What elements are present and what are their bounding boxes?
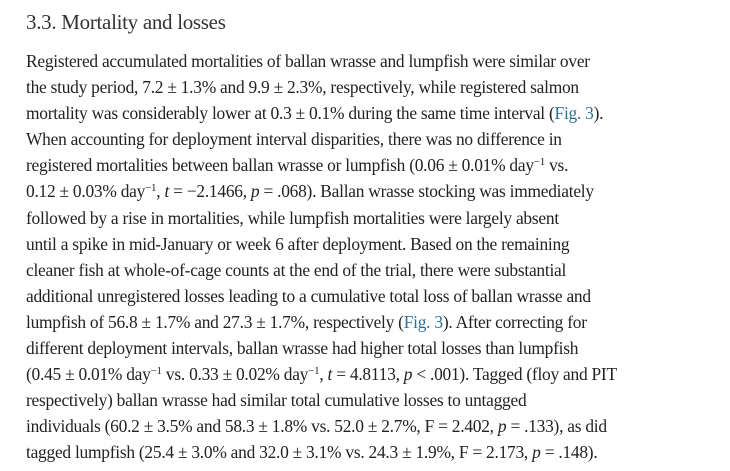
text-run: registered mortalities between ballan wr… bbox=[26, 155, 534, 176]
text-run: followed by a rise in mortalities, while… bbox=[26, 207, 559, 228]
text-run: individuals (60.2 ± 3.5% and 58.3 ± 1.8%… bbox=[26, 416, 498, 437]
text-run: until a spike in mid-January or week 6 a… bbox=[26, 233, 570, 254]
italic-symbol: p bbox=[403, 364, 413, 385]
italic-symbol: t bbox=[327, 364, 333, 385]
text-run: < .001). Tagged (floy and PIT bbox=[412, 364, 617, 385]
text-line: followed by a rise in mortalities, while… bbox=[26, 205, 726, 231]
text-run: the study period, 7.2 ± 1.3% and 9.9 ± 2… bbox=[26, 77, 579, 98]
text-line: respectively) ballan wrasse had similar … bbox=[26, 387, 726, 413]
text-run: (0.45 ± 0.01% day bbox=[26, 364, 151, 385]
italic-symbol: p bbox=[532, 442, 541, 463]
text-run: , bbox=[156, 181, 165, 202]
text-run: tagged lumpfish (25.4 ± 3.0% and 32.0 ± … bbox=[26, 442, 533, 463]
text-line: cleaner fish at whole-of-cage counts at … bbox=[26, 257, 726, 283]
text-run: additional unregistered losses leading t… bbox=[26, 285, 591, 306]
text-line: registered mortalities between ballan wr… bbox=[26, 152, 726, 178]
text-line: tagged lumpfish (25.4 ± 3.0% and 32.0 ± … bbox=[26, 439, 726, 465]
text-line: mortality was considerably lower at 0.3 … bbox=[26, 100, 726, 126]
text-line: (0.45 ± 0.01% day−1 vs. 0.33 ± 0.02% day… bbox=[26, 361, 726, 387]
text-run: = .068). Ballan wrasse stocking was imme… bbox=[259, 181, 594, 202]
paragraph: Registered accumulated mortalities of ba… bbox=[26, 48, 726, 466]
text-line: the study period, 7.2 ± 1.3% and 9.9 ± 2… bbox=[26, 74, 726, 100]
text-run: ). After correcting for bbox=[442, 311, 587, 332]
text-run: different deployment intervals, ballan w… bbox=[26, 338, 579, 359]
text-run: cleaner fish at whole-of-cage counts at … bbox=[26, 259, 567, 280]
text-line: lumpfish of 56.8 ± 1.7% and 27.3 ± 1.7%,… bbox=[26, 309, 726, 335]
text-run: vs. bbox=[545, 155, 569, 176]
text-line: individuals (60.2 ± 3.5% and 58.3 ± 1.8%… bbox=[26, 413, 726, 439]
figure-link[interactable]: Fig. 3 bbox=[403, 311, 443, 332]
text-run: lumpfish of 56.8 ± 1.7% and 27.3 ± 1.7%,… bbox=[26, 311, 404, 332]
text-line: When accounting for deployment interval … bbox=[26, 126, 726, 152]
text-line: Registered accumulated mortalities of ba… bbox=[26, 48, 726, 74]
text-run: = .148). bbox=[540, 442, 598, 463]
italic-symbol: p bbox=[497, 416, 507, 437]
figure-link[interactable]: Fig. 3 bbox=[554, 103, 594, 124]
text-line: 0.12 ± 0.03% day−1, t = −2.1466, p = .06… bbox=[26, 178, 726, 204]
italic-symbol: t bbox=[164, 181, 170, 202]
text-run: = 4.8113, bbox=[332, 364, 404, 385]
text-line: until a spike in mid-January or week 6 a… bbox=[26, 231, 726, 257]
text-run: When accounting for deployment interval … bbox=[26, 129, 562, 150]
italic-symbol: p bbox=[250, 181, 260, 202]
text-line: additional unregistered losses leading t… bbox=[26, 283, 726, 309]
superscript: −1 bbox=[533, 156, 546, 169]
text-run: , bbox=[319, 364, 328, 385]
text-run: vs. 0.33 ± 0.02% day bbox=[161, 364, 309, 385]
text-line: different deployment intervals, ballan w… bbox=[26, 335, 726, 361]
text-run: = .133), as did bbox=[506, 416, 607, 437]
text-run: mortality was considerably lower at 0.3 … bbox=[26, 103, 555, 124]
text-run: = −2.1466, bbox=[169, 181, 251, 202]
superscript: −1 bbox=[308, 365, 320, 378]
section-heading: 3.3. Mortality and losses bbox=[26, 10, 226, 34]
superscript: −1 bbox=[145, 182, 157, 195]
superscript: −1 bbox=[150, 365, 162, 378]
text-run: respectively) ballan wrasse had similar … bbox=[26, 390, 527, 411]
text-run: 0.12 ± 0.03% day bbox=[26, 181, 146, 202]
text-run: ). bbox=[593, 103, 604, 124]
text-run: Registered accumulated mortalities of ba… bbox=[26, 51, 590, 71]
